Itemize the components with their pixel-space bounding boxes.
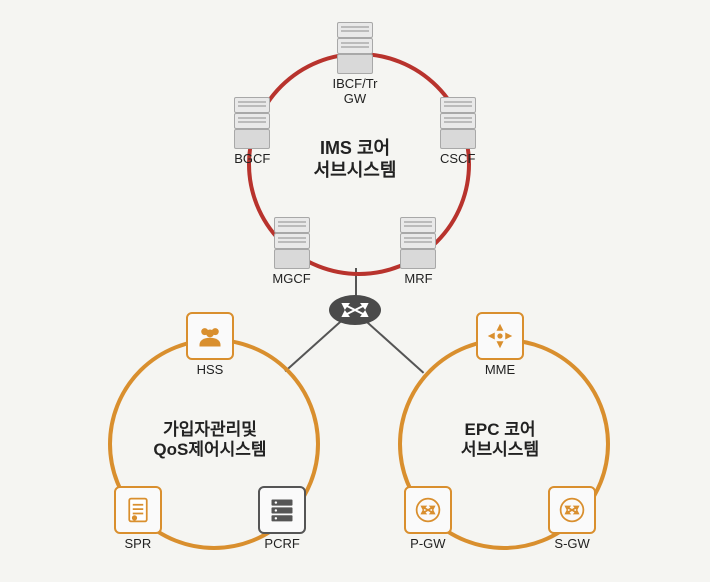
label-mrf: MRF bbox=[404, 271, 432, 286]
label-spr: SPR bbox=[125, 536, 152, 551]
hss-icon bbox=[186, 312, 234, 360]
node-spr: SPR bbox=[108, 486, 168, 551]
label-cscf: CSCF bbox=[440, 151, 475, 166]
node-sgw: S-GW bbox=[542, 486, 602, 551]
label-sgw: S-GW bbox=[554, 536, 589, 551]
pgw-icon bbox=[404, 486, 452, 534]
server-rack-icon bbox=[270, 217, 314, 269]
node-hss: HSS bbox=[180, 312, 240, 377]
ring-subscriber-title: 가입자관리및 QoS제어시스템 bbox=[120, 420, 300, 461]
diagram-stage: IMS 코어 서브시스템 가입자관리및 QoS제어시스템 EPC 코어 서브시스… bbox=[0, 0, 710, 582]
spr-icon bbox=[114, 486, 162, 534]
label-ibcf: IBCF/Tr GW bbox=[332, 76, 377, 106]
node-ibcf: IBCF/Tr GW bbox=[325, 22, 385, 106]
server-rack-icon bbox=[333, 22, 377, 74]
label-pgw: P-GW bbox=[410, 536, 445, 551]
pcrf-icon bbox=[258, 486, 306, 534]
node-mgcf: MGCF bbox=[262, 217, 322, 286]
node-bgcf: BGCF bbox=[222, 97, 282, 166]
server-rack-icon bbox=[230, 97, 274, 149]
ring-ims-title: IMS 코어 서브시스템 bbox=[265, 138, 445, 181]
node-cscf: CSCF bbox=[428, 97, 488, 166]
label-hss: HSS bbox=[197, 362, 224, 377]
label-mgcf: MGCF bbox=[272, 271, 310, 286]
label-bgcf: BGCF bbox=[234, 151, 270, 166]
ring-epc-title: EPC 코어 서브시스템 bbox=[410, 420, 590, 461]
core-router-icon bbox=[327, 292, 383, 328]
label-mme: MME bbox=[485, 362, 515, 377]
sgw-icon bbox=[548, 486, 596, 534]
server-rack-icon bbox=[436, 97, 480, 149]
node-mrf: MRF bbox=[388, 217, 448, 286]
label-pcrf: PCRF bbox=[264, 536, 299, 551]
server-rack-icon bbox=[396, 217, 440, 269]
node-pgw: P-GW bbox=[398, 486, 458, 551]
node-pcrf: PCRF bbox=[252, 486, 312, 551]
mme-icon bbox=[476, 312, 524, 360]
node-mme: MME bbox=[470, 312, 530, 377]
